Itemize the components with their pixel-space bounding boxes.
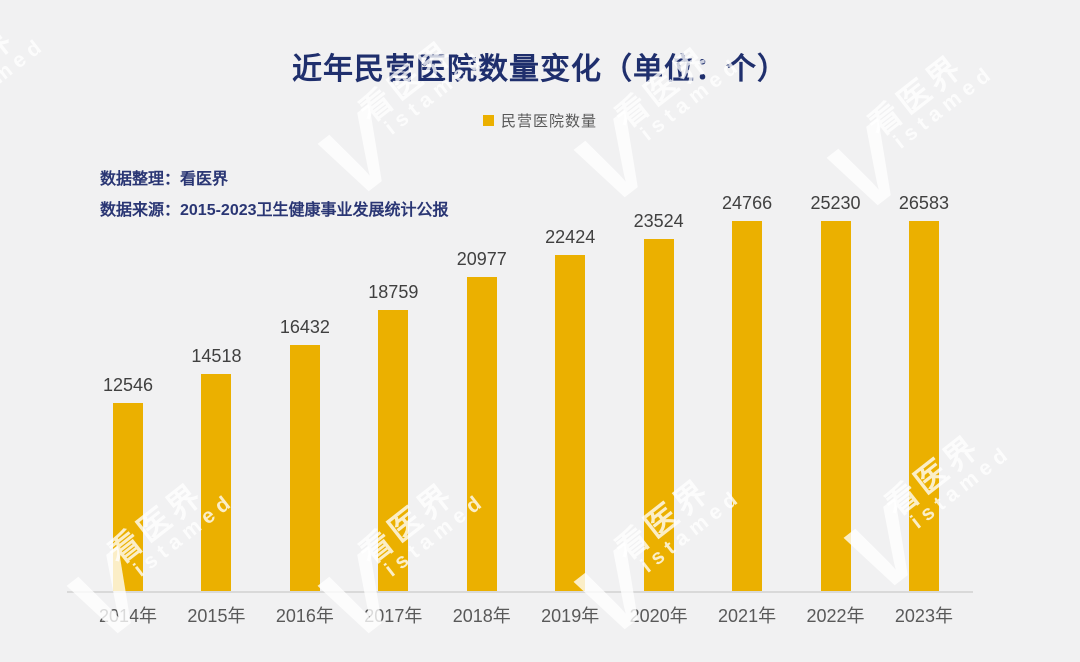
legend-label: 民营医院数量 [500, 113, 597, 130]
bar-column-2018: 20977 2018年 [449, 193, 515, 626]
bar [113, 403, 143, 591]
bar-value-label: 25230 [810, 193, 861, 213]
x-axis-label: 2015年 [187, 606, 246, 626]
bar [466, 277, 497, 591]
bar-value-label: 23524 [633, 211, 684, 231]
legend-swatch [482, 115, 494, 126]
bar-column-2014: 12546 2014年 [95, 193, 161, 626]
x-axis-label: 2018年 [452, 606, 511, 626]
x-axis-label: 2021年 [718, 606, 777, 626]
x-axis-label: 2023年 [894, 606, 953, 626]
bar-value-label: 14518 [191, 346, 242, 366]
bar [289, 345, 320, 591]
bar-column-2020: 23524 2020年 [626, 193, 692, 626]
bar-value-label: 18759 [368, 282, 419, 302]
data-note-compiled: 数据整理：看医界 [100, 171, 229, 188]
bar-column-2017: 18759 2017年 [360, 193, 426, 626]
x-axis-label: 2014年 [98, 606, 158, 626]
chart-title: 近年民营医院数量变化（单位：个） [292, 53, 788, 86]
bar-value-label: 22424 [545, 227, 596, 247]
bar [732, 221, 763, 591]
bar [378, 310, 409, 591]
bar-column-2015: 14518 2015年 [183, 193, 249, 626]
bar-value-label: 20977 [456, 249, 507, 269]
bar-column-2016: 16432 2016年 [272, 193, 338, 626]
bar-value-label: 26583 [898, 193, 949, 213]
bar-value-label: 12546 [102, 375, 154, 395]
bar [555, 255, 586, 591]
data-note-source: 数据来源：2015-2023卫生健康事业发展统计公报 [100, 202, 449, 219]
bar-value-label: 24766 [722, 193, 773, 213]
data-notes: 数据整理：看医界 数据来源：2015-2023卫生健康事业发展统计公报 [100, 164, 449, 226]
bar [820, 221, 851, 591]
bar-column-2022: 25230 2022年 [803, 193, 869, 626]
bar-column-2021: 24766 2021年 [714, 193, 780, 626]
bar-column-2019: 22424 2019年 [537, 193, 603, 626]
x-axis-label: 2017年 [364, 606, 423, 626]
x-axis-label: 2019年 [541, 606, 600, 626]
bar-column-2023: 26583 2023年 [891, 193, 957, 626]
bar [201, 374, 232, 591]
x-axis-label: 2020年 [629, 606, 688, 626]
plot-area: 12546 2014年 14518 2015年 16432 2016年 1875… [67, 193, 973, 626]
x-axis-label: 2016年 [275, 606, 334, 626]
bar [908, 221, 939, 591]
x-axis-label: 2022年 [806, 606, 865, 626]
bar [643, 239, 674, 591]
bar-value-label: 16432 [279, 317, 330, 337]
legend: 民营医院数量 [0, 110, 1080, 131]
